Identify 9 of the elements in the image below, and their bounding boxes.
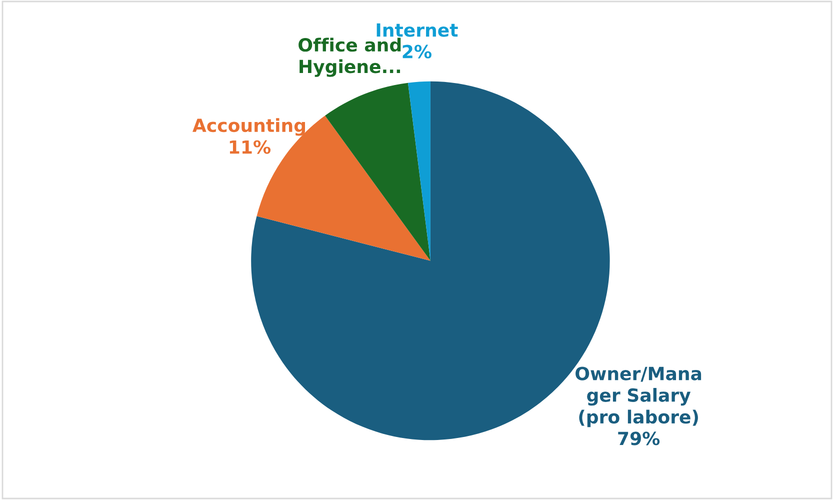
slice-label: Office and Hygiene... (298, 38, 401, 77)
pie-slice (408, 81, 430, 261)
slice-label: Owner/Mana ger Salary (pro labore) (576, 366, 702, 428)
slice-label: Accounting (192, 118, 306, 136)
data-label: 11% (230, 140, 271, 154)
slice-label: Internet (376, 23, 458, 37)
data-label: 2% (402, 44, 432, 58)
data-label: 79% (618, 432, 660, 446)
pie-slice (325, 82, 430, 261)
